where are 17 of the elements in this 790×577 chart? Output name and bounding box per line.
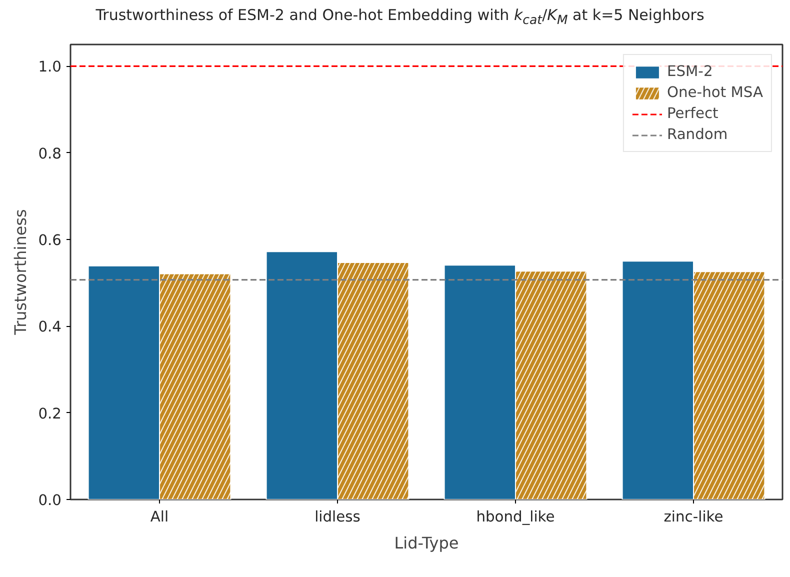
y-tick-label: 1.0 [38,58,62,76]
chart-title: Trustworthiness of ESM-2 and One-hot Embedding with k$_{cat}$/K$_{M}$ at k=5 Neighbors [94,5,706,29]
x-axis-title: Lid-Type [394,534,459,552]
y-tick-label: 0.8 [38,145,62,162]
legend-label: ESM-2 [666,63,713,80]
x-tick-label: All [150,508,169,526]
y-tick-label: 0.2 [38,405,62,422]
x-tick-label: hbond_like [476,508,555,526]
legend-label: One-hot MSA [666,84,763,101]
y-axis-title: Trustworthiness [11,209,30,336]
x-tick-label: zinc-like [664,508,724,526]
y-tick-label: 0.0 [38,492,62,509]
legend-label: Perfect [666,105,718,122]
y-tick-label: 0.4 [38,318,62,336]
y-tick-label: 0.6 [38,232,62,249]
x-tick-label: lidless [314,508,360,526]
legend-label: Random [666,126,728,143]
